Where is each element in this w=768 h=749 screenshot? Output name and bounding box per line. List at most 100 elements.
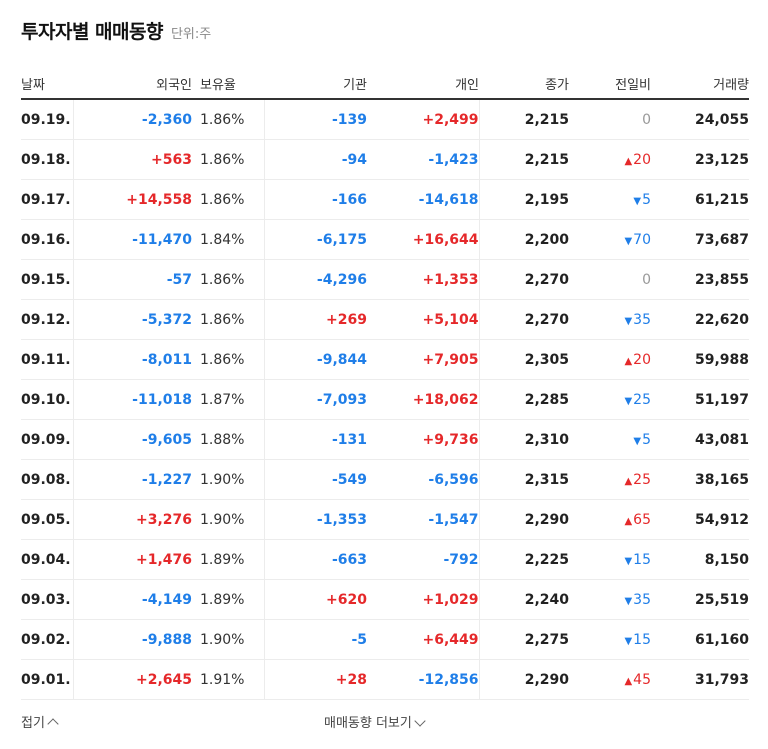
cell-individual: +5,104	[367, 299, 480, 340]
change-value: 70	[633, 231, 651, 248]
cell-holding: 1.86%	[192, 299, 265, 340]
table-row: 09.08. -1,227 1.90% -549 -6,596 2,315 ▲25 38,16…	[21, 459, 749, 500]
cell-close: 2,270	[479, 259, 569, 300]
triangle-down-icon: ▼	[624, 555, 633, 567]
cell-holding: 1.90%	[192, 499, 265, 540]
cell-volume: 24,055	[651, 99, 749, 140]
cell-change: ▲65	[569, 499, 651, 540]
cell-change: ▼25	[569, 379, 651, 420]
cell-institution: -4,296	[264, 259, 367, 300]
cell-foreign: -1,227	[73, 459, 192, 500]
cell-institution: -1,353	[264, 499, 367, 540]
cell-close: 2,315	[479, 459, 569, 500]
cell-change: ▼15	[569, 539, 651, 580]
triangle-down-icon: ▼	[633, 195, 642, 207]
cell-individual: +7,905	[367, 339, 480, 380]
change-value: 35	[633, 591, 651, 608]
triangle-down-icon: ▼	[624, 595, 633, 607]
table-row: 09.17. +14,558 1.86% -166 -14,618 2,195 ▼5 61,2…	[21, 179, 749, 220]
cell-individual: +1,353	[367, 259, 480, 300]
cell-date: 09.04.	[21, 539, 74, 580]
triangle-down-icon: ▼	[624, 395, 633, 407]
cell-volume: 54,912	[651, 499, 749, 540]
table-row: 09.05. +3,276 1.90% -1,353 -1,547 2,290 ▲65 54,…	[21, 499, 749, 540]
cell-change: ▲20	[569, 339, 651, 380]
cell-close: 2,200	[479, 219, 569, 260]
cell-individual: +2,499	[367, 99, 480, 140]
change-value: 45	[633, 671, 651, 688]
cell-volume: 22,620	[651, 299, 749, 340]
cell-individual: +16,644	[367, 219, 480, 260]
cell-close: 2,225	[479, 539, 569, 580]
cell-institution: +269	[264, 299, 367, 340]
chevron-up-icon	[47, 718, 59, 730]
cell-volume: 8,150	[651, 539, 749, 580]
cell-volume: 25,519	[651, 579, 749, 620]
cell-change: ▲45	[569, 659, 651, 700]
triangle-up-icon: ▲	[624, 475, 633, 487]
cell-foreign: +563	[73, 139, 192, 180]
table-row: 09.19. -2,360 1.86% -139 +2,499 2,215 0 24,055	[21, 99, 749, 140]
table-row: 09.15. -57 1.86% -4,296 +1,353 2,270 0 23,855	[21, 259, 749, 300]
cell-volume: 43,081	[651, 419, 749, 460]
change-value: 25	[633, 471, 651, 488]
cell-date: 09.09.	[21, 419, 74, 460]
fold-label: 접기	[21, 716, 45, 731]
change-value: 5	[642, 431, 651, 448]
triangle-up-icon: ▲	[624, 515, 633, 527]
cell-foreign: -2,360	[73, 99, 192, 140]
cell-holding: 1.89%	[192, 579, 265, 620]
cell-date: 09.12.	[21, 299, 74, 340]
cell-holding: 1.88%	[192, 419, 265, 460]
cell-foreign: -5,372	[73, 299, 192, 340]
cell-change: ▲25	[569, 459, 651, 500]
cell-individual: -6,596	[367, 459, 480, 500]
cell-change: ▼70	[569, 219, 651, 260]
cell-holding: 1.84%	[192, 219, 265, 260]
cell-foreign: -4,149	[73, 579, 192, 620]
fold-button[interactable]: 접기	[21, 712, 59, 731]
cell-holding: 1.91%	[192, 659, 265, 700]
col-header-close: 종가	[479, 68, 569, 100]
cell-institution: -166	[264, 179, 367, 220]
cell-foreign: +14,558	[73, 179, 192, 220]
col-header-institution: 기관	[264, 68, 367, 100]
cell-foreign: -11,018	[73, 379, 192, 420]
cell-foreign: +1,476	[73, 539, 192, 580]
cell-volume: 23,855	[651, 259, 749, 300]
cell-close: 2,215	[479, 99, 569, 140]
cell-institution: +28	[264, 659, 367, 700]
cell-date: 09.08.	[21, 459, 74, 500]
cell-change: ▼5	[569, 179, 651, 220]
cell-institution: -139	[264, 99, 367, 140]
cell-close: 2,285	[479, 379, 569, 420]
triangle-down-icon: ▼	[624, 315, 633, 327]
cell-holding: 1.86%	[192, 179, 265, 220]
cell-close: 2,240	[479, 579, 569, 620]
table-body: 09.19. -2,360 1.86% -139 +2,499 2,215 0 24,055 0…	[21, 99, 749, 700]
cell-volume: 31,793	[651, 659, 749, 700]
cell-holding: 1.86%	[192, 259, 265, 300]
cell-institution: -131	[264, 419, 367, 460]
more-trading-button[interactable]: 매매동향 더보기	[324, 712, 426, 731]
cell-date: 09.16.	[21, 219, 74, 260]
cell-volume: 59,988	[651, 339, 749, 380]
triangle-down-icon: ▼	[633, 435, 642, 447]
cell-change: ▼35	[569, 299, 651, 340]
cell-date: 09.18.	[21, 139, 74, 180]
cell-holding: 1.86%	[192, 139, 265, 180]
unit-label: 단위:주	[170, 27, 212, 42]
table-row: 09.18. +563 1.86% -94 -1,423 2,215 ▲20 23,125	[21, 139, 749, 180]
change-value: 20	[633, 351, 651, 368]
col-header-foreign: 외국인	[73, 68, 192, 100]
table-row: 09.04. +1,476 1.89% -663 -792 2,225 ▼15 8,150	[21, 539, 749, 580]
cell-foreign: -57	[73, 259, 192, 300]
cell-volume: 38,165	[651, 459, 749, 500]
cell-date: 09.05.	[21, 499, 74, 540]
cell-individual: -1,423	[367, 139, 480, 180]
cell-close: 2,305	[479, 339, 569, 380]
cell-change: 0	[569, 99, 651, 140]
cell-close: 2,275	[479, 619, 569, 660]
cell-change: ▼35	[569, 579, 651, 620]
